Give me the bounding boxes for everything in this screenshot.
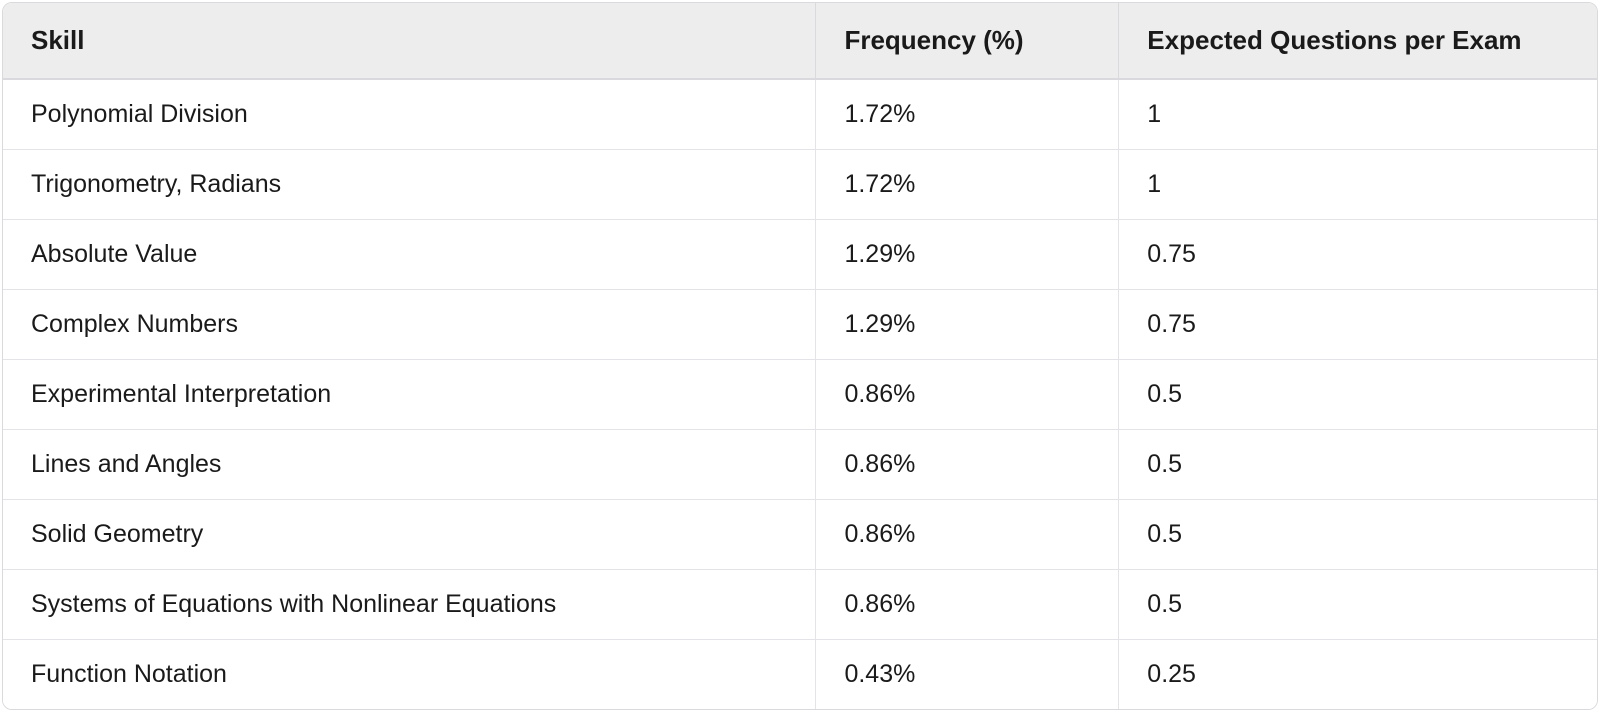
table-row: Polynomial Division 1.72% 1 — [3, 79, 1597, 150]
cell-expected: 0.5 — [1119, 500, 1597, 570]
skills-table-container: Skill Frequency (%) Expected Questions p… — [2, 2, 1598, 710]
header-expected: Expected Questions per Exam — [1119, 3, 1597, 79]
cell-expected: 0.25 — [1119, 640, 1597, 710]
table-row: Absolute Value 1.29% 0.75 — [3, 220, 1597, 290]
table-row: Experimental Interpretation 0.86% 0.5 — [3, 360, 1597, 430]
cell-frequency: 1.72% — [816, 79, 1119, 150]
cell-skill: Function Notation — [3, 640, 816, 710]
cell-expected: 1 — [1119, 150, 1597, 220]
cell-skill: Trigonometry, Radians — [3, 150, 816, 220]
cell-skill: Absolute Value — [3, 220, 816, 290]
cell-expected: 0.5 — [1119, 360, 1597, 430]
cell-expected: 0.75 — [1119, 290, 1597, 360]
table-row: Function Notation 0.43% 0.25 — [3, 640, 1597, 710]
skills-table: Skill Frequency (%) Expected Questions p… — [3, 3, 1597, 709]
header-frequency: Frequency (%) — [816, 3, 1119, 79]
cell-expected: 1 — [1119, 79, 1597, 150]
cell-skill: Experimental Interpretation — [3, 360, 816, 430]
cell-expected: 0.75 — [1119, 220, 1597, 290]
header-skill: Skill — [3, 3, 816, 79]
cell-frequency: 0.86% — [816, 360, 1119, 430]
cell-skill: Solid Geometry — [3, 500, 816, 570]
cell-skill: Systems of Equations with Nonlinear Equa… — [3, 570, 816, 640]
cell-frequency: 0.86% — [816, 500, 1119, 570]
cell-frequency: 1.29% — [816, 290, 1119, 360]
table-row: Trigonometry, Radians 1.72% 1 — [3, 150, 1597, 220]
cell-frequency: 1.29% — [816, 220, 1119, 290]
cell-expected: 0.5 — [1119, 430, 1597, 500]
table-row: Lines and Angles 0.86% 0.5 — [3, 430, 1597, 500]
table-row: Complex Numbers 1.29% 0.75 — [3, 290, 1597, 360]
table-row: Solid Geometry 0.86% 0.5 — [3, 500, 1597, 570]
header-row: Skill Frequency (%) Expected Questions p… — [3, 3, 1597, 79]
cell-frequency: 0.43% — [816, 640, 1119, 710]
cell-skill: Lines and Angles — [3, 430, 816, 500]
table-row: Systems of Equations with Nonlinear Equa… — [3, 570, 1597, 640]
cell-expected: 0.5 — [1119, 570, 1597, 640]
cell-skill: Complex Numbers — [3, 290, 816, 360]
cell-frequency: 1.72% — [816, 150, 1119, 220]
cell-frequency: 0.86% — [816, 570, 1119, 640]
cell-skill: Polynomial Division — [3, 79, 816, 150]
cell-frequency: 0.86% — [816, 430, 1119, 500]
